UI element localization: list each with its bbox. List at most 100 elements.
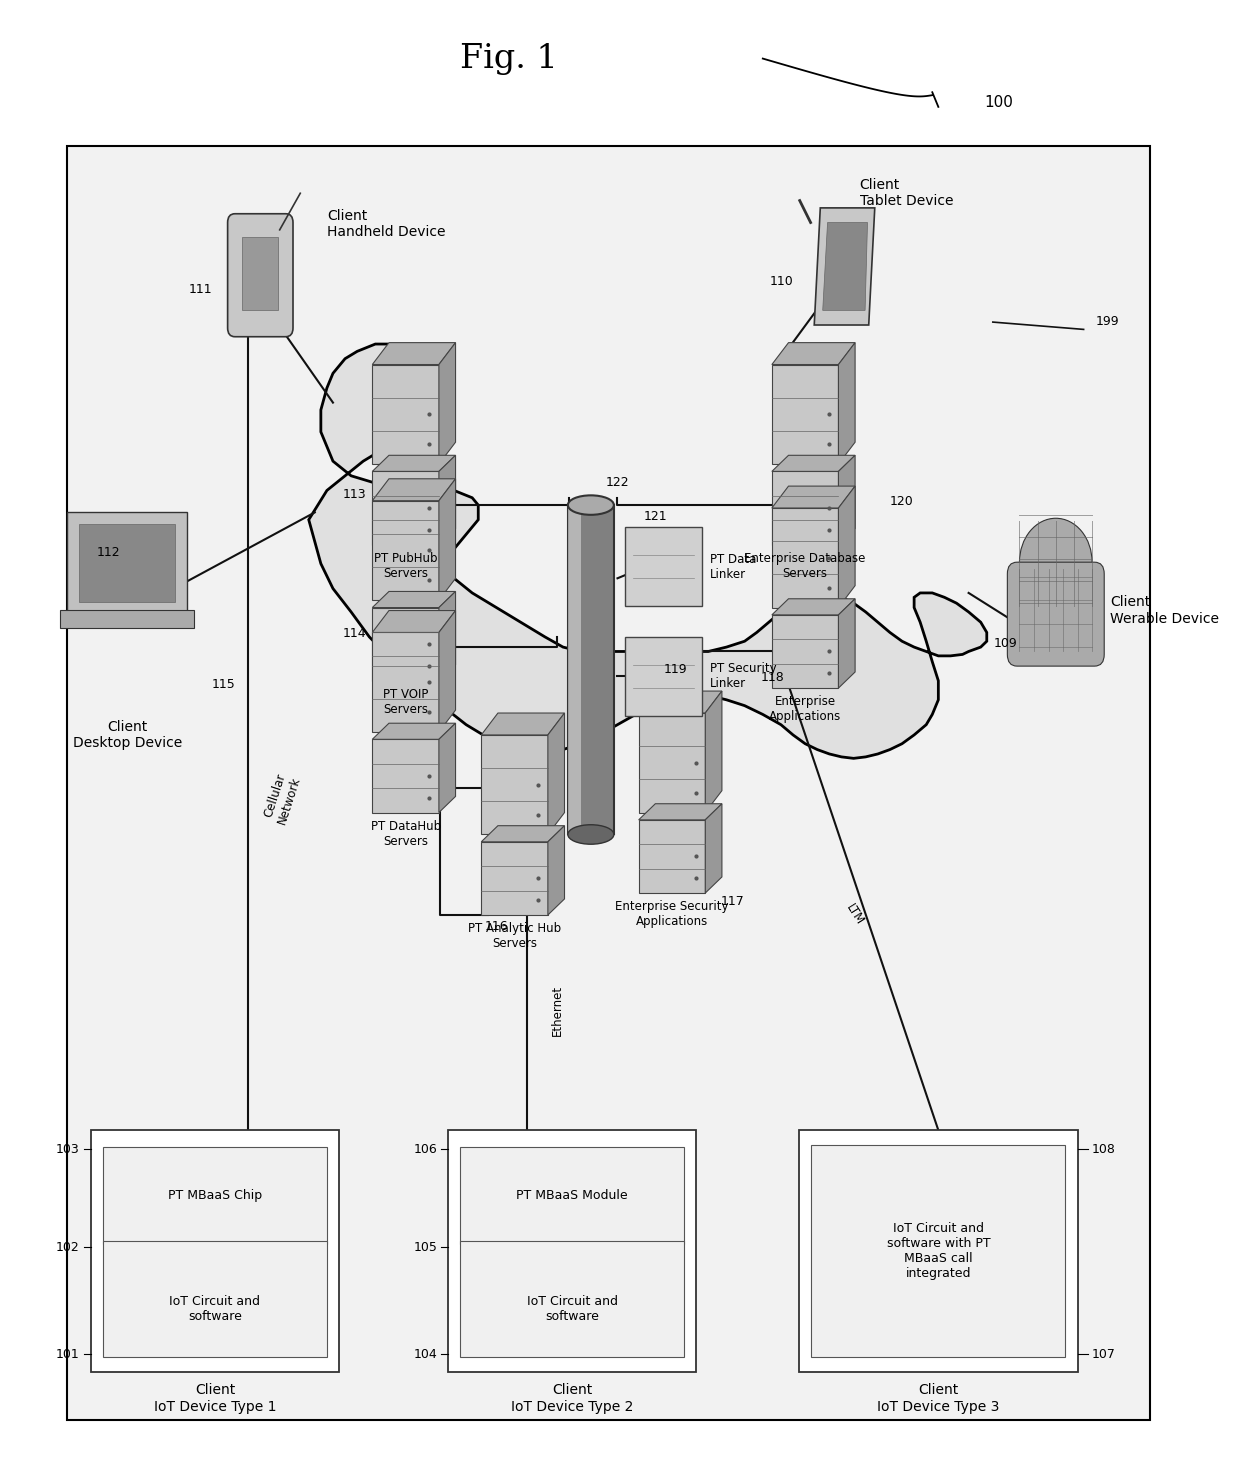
FancyBboxPatch shape [67, 146, 1151, 1420]
Text: LTM: LTM [843, 902, 867, 928]
Polygon shape [372, 608, 439, 681]
Polygon shape [838, 343, 856, 464]
Polygon shape [372, 455, 455, 471]
Text: PT Analytic Hub
Servers: PT Analytic Hub Servers [467, 922, 562, 950]
FancyBboxPatch shape [103, 1148, 327, 1244]
Ellipse shape [568, 495, 614, 515]
FancyBboxPatch shape [625, 637, 702, 716]
FancyBboxPatch shape [103, 1241, 327, 1357]
Text: 100: 100 [985, 95, 1013, 110]
FancyBboxPatch shape [1007, 562, 1104, 666]
Text: IoT Circuit and
software with PT
MBaaS call
integrated: IoT Circuit and software with PT MBaaS c… [887, 1222, 991, 1280]
Text: Client
IoT Device Type 3: Client IoT Device Type 3 [877, 1383, 999, 1414]
Text: 110: 110 [769, 275, 794, 288]
Text: 118: 118 [760, 671, 784, 684]
Text: 121: 121 [644, 509, 668, 523]
Polygon shape [771, 343, 856, 365]
Polygon shape [548, 713, 564, 834]
Text: 114: 114 [342, 627, 366, 640]
Ellipse shape [568, 824, 614, 845]
Text: PT Security
Linker: PT Security Linker [709, 662, 776, 691]
Text: Fig. 1: Fig. 1 [460, 42, 558, 75]
Polygon shape [372, 501, 439, 600]
Text: Client
Werable Device: Client Werable Device [1110, 596, 1219, 625]
Text: 122: 122 [605, 476, 629, 489]
Polygon shape [372, 591, 455, 608]
Text: 102: 102 [56, 1241, 79, 1253]
Polygon shape [838, 455, 856, 545]
Polygon shape [372, 365, 439, 464]
Text: 117: 117 [720, 895, 744, 908]
Text: 104: 104 [413, 1348, 436, 1360]
Text: 119: 119 [663, 663, 687, 676]
FancyBboxPatch shape [228, 214, 293, 337]
Polygon shape [815, 208, 874, 325]
Polygon shape [309, 344, 987, 758]
Text: PT DataHub
Servers: PT DataHub Servers [371, 820, 440, 848]
Polygon shape [481, 826, 564, 842]
Text: 109: 109 [993, 637, 1017, 650]
FancyBboxPatch shape [460, 1148, 684, 1244]
Text: 103: 103 [56, 1143, 79, 1155]
Text: Enterprise Security
Applications: Enterprise Security Applications [615, 900, 729, 928]
Text: PT MBaaS Chip: PT MBaaS Chip [167, 1189, 262, 1202]
FancyBboxPatch shape [568, 505, 614, 834]
Text: Client
IoT Device Type 1: Client IoT Device Type 1 [154, 1383, 277, 1414]
FancyBboxPatch shape [448, 1130, 696, 1372]
Polygon shape [639, 713, 706, 813]
Polygon shape [838, 486, 856, 608]
Polygon shape [372, 610, 455, 632]
Text: 106: 106 [413, 1143, 436, 1155]
Text: Client
Tablet Device: Client Tablet Device [859, 179, 954, 208]
Text: Client
Handheld Device: Client Handheld Device [327, 209, 445, 239]
Text: 120: 120 [890, 495, 914, 508]
Polygon shape [372, 471, 439, 545]
FancyBboxPatch shape [568, 505, 580, 834]
Polygon shape [639, 804, 722, 820]
Text: 101: 101 [56, 1348, 79, 1360]
Circle shape [1019, 518, 1092, 606]
Text: 112: 112 [97, 546, 120, 559]
Polygon shape [439, 479, 455, 600]
Polygon shape [822, 223, 868, 310]
Polygon shape [372, 632, 439, 732]
Polygon shape [439, 610, 455, 732]
FancyBboxPatch shape [799, 1130, 1078, 1372]
Polygon shape [439, 591, 455, 681]
Polygon shape [706, 804, 722, 893]
Text: 199: 199 [1096, 315, 1120, 328]
Text: IoT Circuit and
software: IoT Circuit and software [527, 1296, 618, 1323]
Polygon shape [481, 842, 548, 915]
Text: Ethernet: Ethernet [551, 985, 563, 1035]
Polygon shape [639, 820, 706, 893]
FancyBboxPatch shape [60, 610, 195, 628]
Polygon shape [771, 508, 838, 608]
Polygon shape [481, 735, 548, 834]
Polygon shape [771, 471, 838, 545]
Text: PT PubHub
Servers: PT PubHub Servers [373, 552, 438, 580]
Text: Enterprise
Applications: Enterprise Applications [769, 695, 841, 723]
Polygon shape [771, 615, 838, 688]
FancyBboxPatch shape [91, 1130, 339, 1372]
Text: IoT Circuit and
software: IoT Circuit and software [170, 1296, 260, 1323]
Polygon shape [439, 723, 455, 813]
Polygon shape [639, 691, 722, 713]
Text: PT MBaaS Module: PT MBaaS Module [516, 1189, 627, 1202]
Polygon shape [372, 479, 455, 501]
FancyBboxPatch shape [79, 524, 175, 602]
Polygon shape [838, 599, 856, 688]
Text: Client
IoT Device Type 2: Client IoT Device Type 2 [511, 1383, 634, 1414]
Text: PT Data
Linker: PT Data Linker [709, 552, 756, 581]
Text: 113: 113 [342, 488, 366, 501]
Text: 111: 111 [188, 283, 212, 296]
Polygon shape [548, 826, 564, 915]
Text: 107: 107 [1092, 1348, 1116, 1360]
Polygon shape [771, 486, 856, 508]
Polygon shape [771, 599, 856, 615]
FancyBboxPatch shape [242, 237, 279, 310]
Text: PT VOIP
Servers: PT VOIP Servers [383, 688, 428, 716]
FancyBboxPatch shape [625, 527, 702, 606]
Text: 108: 108 [1092, 1143, 1116, 1155]
Text: Enterprise Database
Servers: Enterprise Database Servers [744, 552, 866, 580]
Polygon shape [372, 723, 455, 739]
